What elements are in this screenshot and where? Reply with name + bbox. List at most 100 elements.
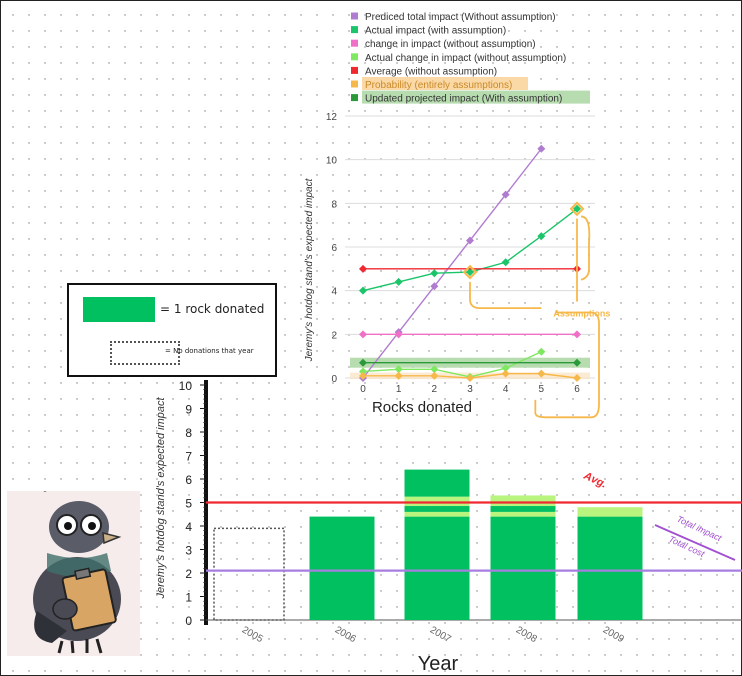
probability-marker (462, 264, 478, 280)
series-point-4 (359, 264, 367, 273)
series-point-0 (466, 236, 474, 245)
series-point-3 (501, 364, 510, 373)
bottom-x-tick-label: 2007 (428, 625, 453, 646)
legend-label-6: Updated projected impact (With assumptio… (365, 94, 562, 105)
legend-swatch-4 (351, 66, 358, 74)
series-point-1 (537, 232, 546, 241)
bottom-y-tick-label: 1 (185, 591, 192, 605)
bottom-x-tick-label: 2005 (240, 625, 265, 646)
legend-label-3: Actual change in impact (without assumpt… (365, 53, 566, 64)
bar-2008-seg-2 (490, 506, 556, 512)
top-y-tick-label: 0 (331, 374, 337, 385)
legend-label-4: Average (without assumption) (365, 66, 497, 77)
series-point-0 (430, 282, 439, 291)
top-chart-legend: Prediced total impact (Without assumptio… (351, 12, 590, 105)
series-point-5 (466, 374, 474, 382)
bottom-y-tick-label: 5 (185, 497, 192, 511)
series-point-5 (537, 369, 546, 378)
avg-label: Avg. (581, 469, 609, 490)
bar-2007-seg-1 (404, 511, 470, 517)
bottom-x-axis-label: Year (418, 653, 459, 675)
series-point-1 (501, 258, 510, 267)
series-point-2 (359, 330, 367, 339)
impact-cost-divider (654, 524, 736, 561)
bottom-y-tick-label: 6 (185, 473, 192, 487)
legend-swatch-2 (351, 39, 358, 47)
top-x-tick-label: 5 (539, 384, 545, 395)
assumption-loop (534, 311, 600, 419)
bottom-x-tick-label: 2009 (601, 625, 626, 646)
no-donation-bar (213, 527, 285, 621)
bottom-y-tick-label: 3 (185, 544, 192, 558)
bar-2006-seg-0 (309, 516, 375, 620)
bottom-x-tick-label: 2006 (333, 625, 358, 646)
legend-swatch-3 (351, 53, 358, 61)
top-y-tick-label: 6 (331, 243, 337, 254)
assumption-arrow-left (469, 281, 542, 310)
bottom-y-axis-label: Jeremy's hotdog stand's expected impact (155, 397, 167, 600)
bottom-y-tick-label: 4 (185, 520, 192, 534)
legend-label-2: change in impact (without assumption) (365, 39, 536, 50)
bar-2009-seg-0 (577, 516, 643, 620)
top-x-tick-label: 3 (467, 384, 473, 395)
legend-dashed-swatch (110, 341, 180, 365)
top-x-tick-label: 1 (396, 384, 402, 395)
series-point-5 (501, 369, 510, 378)
legend-label-0: Prediced total impact (Without assumptio… (365, 12, 556, 23)
pigeon-illustration (7, 454, 140, 656)
top-x-tick-label: 4 (503, 384, 509, 395)
series-point-5 (394, 371, 403, 380)
legend-swatch-6 (351, 94, 358, 102)
series-point-1 (573, 204, 581, 213)
series-point-5 (359, 371, 367, 380)
legend-swatch-1 (351, 26, 358, 34)
top-y-tick-label: 10 (326, 156, 338, 167)
legend-solid-swatch (83, 297, 155, 322)
series-point-6 (359, 358, 367, 367)
top-x-axis-label: Rocks donated (372, 399, 472, 416)
assumptions-label: Assumptions (553, 309, 610, 319)
top-x-tick-label: 6 (574, 384, 580, 395)
bar-2009-seg-1 (577, 507, 643, 517)
top-y-axis-label: Jeremy's hotdog stand's expected impact (304, 177, 315, 362)
series-point-2 (573, 330, 581, 339)
total-cost-label: Total cost (667, 534, 706, 559)
probability-marker (569, 201, 585, 217)
legend-highlight-5 (362, 77, 528, 90)
legend-swatch-0 (351, 12, 358, 20)
legend-solid-label: = 1 rock donated (160, 302, 265, 316)
series-line-3 (362, 351, 542, 378)
legend-swatch-5 (351, 80, 358, 88)
series-line-0 (362, 148, 542, 379)
bar-2008-seg-3 (490, 495, 556, 507)
series-point-3 (394, 365, 403, 374)
legend-highlight-6 (362, 90, 590, 104)
bottom-y-tick-label: 8 (185, 426, 192, 440)
series-point-1 (466, 268, 474, 277)
bar-2007-seg-3 (404, 496, 470, 507)
legend-label-5: Probability (entirely assumptions) (365, 80, 512, 91)
series-point-5 (573, 374, 581, 382)
legend-label-1: Actual impact (with assumption) (365, 26, 506, 37)
bar-2007-seg-4 (404, 469, 470, 497)
legend-dashed-label: = No donations that year (165, 347, 254, 355)
series-point-1 (430, 269, 439, 278)
bar-legend-box: = 1 rock donated = No donations that yea… (67, 283, 277, 377)
bottom-y-tick-label: 10 (179, 379, 193, 393)
bottom-y-tick-label: 0 (185, 614, 192, 628)
top-x-tick-label: 0 (360, 384, 366, 395)
series-point-3 (359, 367, 367, 376)
series-point-3 (430, 365, 439, 374)
series-point-0 (537, 144, 546, 153)
series-point-5 (430, 371, 439, 380)
top-x-tick-label: 2 (432, 384, 438, 395)
series-point-1 (394, 277, 403, 286)
bottom-y-tick-label: 2 (185, 567, 192, 581)
series-point-2 (394, 330, 403, 339)
bar-2007-seg-2 (404, 506, 470, 512)
bar-2008-seg-0 (490, 516, 556, 620)
bottom-x-tick-label: 2008 (514, 625, 539, 646)
